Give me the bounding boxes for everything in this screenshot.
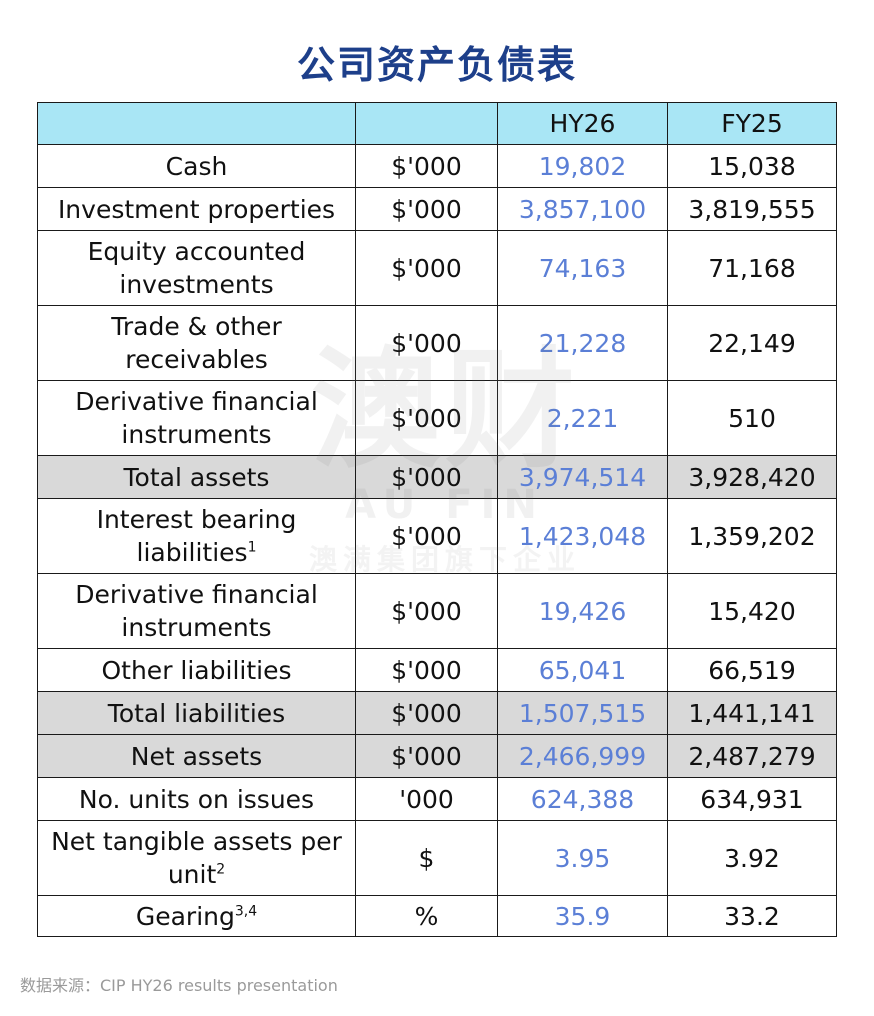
row-hy26-value: 2,221 — [497, 380, 668, 456]
row-hy26-value: 74,163 — [497, 230, 668, 306]
header-hy26-cell: HY26 — [497, 102, 668, 145]
table-row-derivative-liabilities: Derivative financial instruments $'000 1… — [37, 573, 837, 649]
row-hy26-value: 624,388 — [497, 777, 668, 821]
row-unit: $'000 — [355, 691, 498, 735]
table-row-nta-per-unit: Net tangible assets per unit2 $ 3.95 3.9… — [37, 820, 837, 896]
row-fy25-value: 66,519 — [667, 648, 837, 692]
table-row-net-assets: Net assets $'000 2,466,999 2,487,279 — [37, 734, 837, 778]
row-unit: $ — [355, 820, 498, 896]
header-fy25-cell: FY25 — [667, 102, 837, 145]
row-label: Derivative financial instruments — [37, 573, 356, 649]
row-label: Net tangible assets per unit2 — [37, 820, 356, 896]
row-hy26-value: 1,507,515 — [497, 691, 668, 735]
row-label: Gearing3,4 — [37, 895, 356, 937]
row-unit: $'000 — [355, 648, 498, 692]
row-fy25-value: 33.2 — [667, 895, 837, 937]
row-fy25-value: 510 — [667, 380, 837, 456]
row-fy25-value: 71,168 — [667, 230, 837, 306]
row-hy26-value: 65,041 — [497, 648, 668, 692]
row-unit: $'000 — [355, 455, 498, 499]
row-hy26-value: 1,423,048 — [497, 498, 668, 574]
row-label: Investment properties — [37, 187, 356, 231]
row-label: Total assets — [37, 455, 356, 499]
row-label: Equity accounted investments — [37, 230, 356, 306]
row-hy26-value: 3,857,100 — [497, 187, 668, 231]
balance-sheet-table: HY26 FY25 Cash $'000 19,802 15,038 Inves… — [37, 102, 837, 937]
page-title: 公司资产负债表 — [296, 43, 577, 87]
table-row-other-liabilities: Other liabilities $'000 65,041 66,519 — [37, 648, 837, 692]
row-hy26-value: 19,802 — [497, 144, 668, 188]
row-unit: '000 — [355, 777, 498, 821]
row-hy26-value: 3,974,514 — [497, 455, 668, 499]
row-unit: % — [355, 895, 498, 937]
row-fy25-value: 1,441,141 — [667, 691, 837, 735]
row-hy26-value: 3.95 — [497, 820, 668, 896]
table-row-equity-accounted-investments: Equity accounted investments $'000 74,16… — [37, 230, 837, 306]
table-row-cash: Cash $'000 19,802 15,038 — [37, 144, 837, 188]
row-unit: $'000 — [355, 498, 498, 574]
table-row-interest-bearing-liabilities: Interest bearing liabilities1 $'000 1,42… — [37, 498, 837, 574]
row-fy25-value: 2,487,279 — [667, 734, 837, 778]
row-label: Trade & other receivables — [37, 305, 356, 381]
row-fy25-value: 15,420 — [667, 573, 837, 649]
row-unit: $'000 — [355, 573, 498, 649]
header-unit-cell — [355, 102, 498, 145]
row-label: Derivative financial instruments — [37, 380, 356, 456]
table-row-investment-properties: Investment properties $'000 3,857,100 3,… — [37, 187, 837, 231]
source-note: 数据来源：CIP HY26 results presentation — [20, 976, 338, 995]
table-row-units-on-issue: No. units on issues '000 624,388 634,931 — [37, 777, 837, 821]
row-fy25-value: 22,149 — [667, 305, 837, 381]
row-unit: $'000 — [355, 305, 498, 381]
row-fy25-value: 1,359,202 — [667, 498, 837, 574]
row-hy26-value: 21,228 — [497, 305, 668, 381]
row-fy25-value: 15,038 — [667, 144, 837, 188]
row-fy25-value: 3,819,555 — [667, 187, 837, 231]
row-unit: $'000 — [355, 144, 498, 188]
row-label: Other liabilities — [37, 648, 356, 692]
row-label: Net assets — [37, 734, 356, 778]
row-fy25-value: 3,928,420 — [667, 455, 837, 499]
row-fy25-value: 3.92 — [667, 820, 837, 896]
row-fy25-value: 634,931 — [667, 777, 837, 821]
table-row-total-liabilities: Total liabilities $'000 1,507,515 1,441,… — [37, 691, 837, 735]
row-unit: $'000 — [355, 230, 498, 306]
row-hy26-value: 19,426 — [497, 573, 668, 649]
row-label: Cash — [37, 144, 356, 188]
table-row-total-assets: Total assets $'000 3,974,514 3,928,420 — [37, 455, 837, 499]
row-label: No. units on issues — [37, 777, 356, 821]
header-label-cell — [37, 102, 356, 145]
table-row-gearing: Gearing3,4 % 35.9 33.2 — [37, 895, 837, 937]
row-unit: $'000 — [355, 734, 498, 778]
row-unit: $'000 — [355, 380, 498, 456]
row-hy26-value: 35.9 — [497, 895, 668, 937]
table-row-derivative-assets: Derivative financial instruments $'000 2… — [37, 380, 837, 456]
row-label: Total liabilities — [37, 691, 356, 735]
row-unit: $'000 — [355, 187, 498, 231]
table-header-row: HY26 FY25 — [37, 102, 837, 145]
row-label: Interest bearing liabilities1 — [37, 498, 356, 574]
row-hy26-value: 2,466,999 — [497, 734, 668, 778]
table-row-trade-receivables: Trade & other receivables $'000 21,228 2… — [37, 305, 837, 381]
